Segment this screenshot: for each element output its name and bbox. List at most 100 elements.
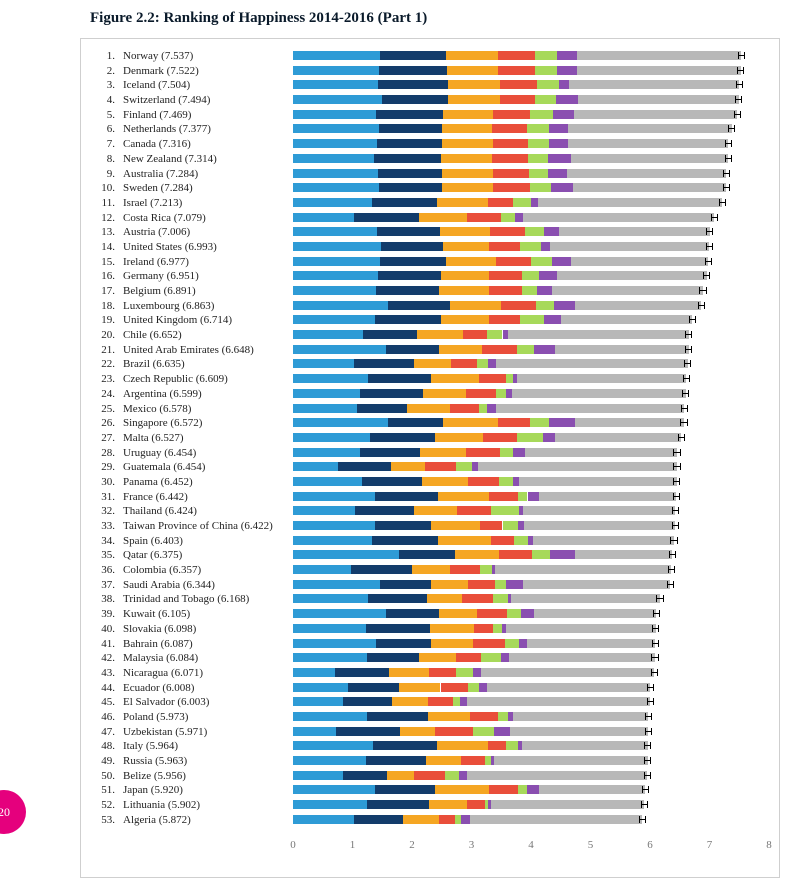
- bar-segment: [293, 51, 380, 60]
- chart-row: 42.Malaysia (6.084): [93, 651, 769, 666]
- bar-segment: [293, 580, 380, 589]
- bar-segment: [539, 271, 557, 280]
- bar-segment: [375, 785, 435, 794]
- bar-segment: [489, 492, 518, 501]
- bar-segment: [293, 800, 367, 809]
- bar-segment: [293, 213, 354, 222]
- bar-segment: [514, 536, 527, 545]
- bar-segment: [553, 110, 574, 119]
- bar-segment: [438, 492, 489, 501]
- bar-segment: [479, 404, 487, 413]
- bar-segment: [489, 315, 520, 324]
- bar-segment: [442, 139, 493, 148]
- chart-row: 41.Bahrain (6.087): [93, 637, 769, 652]
- rank-label: 49.: [93, 754, 115, 768]
- country-label: Costa Rica (7.079): [123, 211, 206, 225]
- country-label: New Zealand (7.314): [123, 152, 217, 166]
- country-label: Lithuania (5.902): [123, 798, 200, 812]
- bar-segment: [524, 521, 675, 530]
- bar-segment: [520, 315, 544, 324]
- bar-segment: [425, 462, 456, 471]
- bar-segment: [293, 565, 351, 574]
- bar-segment: [378, 271, 441, 280]
- country-label: Switzerland (7.494): [123, 93, 210, 107]
- chart-row: 10.Sweden (7.284): [93, 181, 769, 196]
- country-label: Algeria (5.872): [123, 813, 191, 827]
- bar-segment: [537, 286, 552, 295]
- figure-title: Figure 2.2: Ranking of Happiness 2014-20…: [90, 10, 427, 27]
- bar-segment: [549, 124, 569, 133]
- bar-segment: [293, 741, 373, 750]
- country-label: Germany (6.951): [123, 269, 199, 283]
- bar-segment: [379, 66, 447, 75]
- chart-row: 19.United Kingdom (6.714): [93, 313, 769, 328]
- bar: [293, 771, 769, 780]
- bar-segment: [429, 668, 456, 677]
- bar-segment: [575, 550, 673, 559]
- bar-segment: [293, 227, 377, 236]
- chart-row: 7.Canada (7.316): [93, 137, 769, 152]
- bar-segment: [488, 359, 496, 368]
- rank-label: 4.: [93, 93, 115, 107]
- chart-row: 40.Slovakia (6.098): [93, 622, 769, 637]
- bar-segment: [512, 389, 686, 398]
- bar-segment: [488, 741, 506, 750]
- chart-row: 18.Luxembourg (6.863): [93, 299, 769, 314]
- bar-segment: [488, 198, 513, 207]
- bar-segment: [431, 580, 468, 589]
- bar-segment: [494, 727, 509, 736]
- bar-segment: [380, 51, 447, 60]
- error-bar: [736, 80, 743, 89]
- bar-segment: [537, 80, 558, 89]
- bar-segment: [571, 154, 728, 163]
- bar-segment: [459, 771, 466, 780]
- chart-row: 37.Saudi Arabia (6.344): [93, 578, 769, 593]
- bar-segment: [441, 154, 492, 163]
- rank-label: 33.: [93, 519, 115, 533]
- rank-label: 46.: [93, 710, 115, 724]
- bar-segment: [338, 462, 390, 471]
- bar-segment: [568, 124, 732, 133]
- bar-segment: [498, 712, 509, 721]
- bar-segment: [493, 624, 503, 633]
- bar-segment: [293, 66, 379, 75]
- country-label: Spain (6.403): [123, 534, 183, 548]
- bar-segment: [573, 183, 726, 192]
- bar-segment: [568, 139, 729, 148]
- bar-segment: [293, 345, 386, 354]
- error-bar: [653, 609, 660, 618]
- bar-segment: [360, 448, 421, 457]
- bar-segment: [293, 433, 370, 442]
- bar-segment: [426, 756, 461, 765]
- country-label: Iceland (7.504): [123, 78, 190, 92]
- bar-segment: [531, 257, 552, 266]
- rank-label: 36.: [93, 563, 115, 577]
- rank-label: 27.: [93, 431, 115, 445]
- bar: [293, 800, 769, 809]
- bar-segment: [293, 389, 360, 398]
- bar-segment: [374, 154, 441, 163]
- bar-segment: [443, 418, 498, 427]
- bar-segment: [466, 448, 501, 457]
- bar-segment: [366, 624, 430, 633]
- rank-label: 17.: [93, 284, 115, 298]
- bar-segment: [574, 110, 738, 119]
- error-bar: [652, 639, 659, 648]
- bar-segment: [507, 609, 521, 618]
- bar-segment: [457, 506, 490, 515]
- bar-segment: [293, 697, 343, 706]
- bar-segment: [443, 110, 493, 119]
- error-bar: [719, 198, 726, 207]
- bar-segment: [399, 550, 455, 559]
- error-bar: [684, 359, 691, 368]
- bar-segment: [557, 51, 577, 60]
- bar-segment: [511, 594, 660, 603]
- country-label: Ecuador (6.008): [123, 681, 194, 695]
- rank-label: 51.: [93, 783, 115, 797]
- chart-row: 27.Malta (6.527): [93, 431, 769, 446]
- error-bar: [711, 213, 718, 222]
- bar-segment: [549, 139, 567, 148]
- rank-label: 6.: [93, 122, 115, 136]
- bar-segment: [483, 433, 516, 442]
- country-label: Taiwan Province of China (6.422): [123, 519, 273, 533]
